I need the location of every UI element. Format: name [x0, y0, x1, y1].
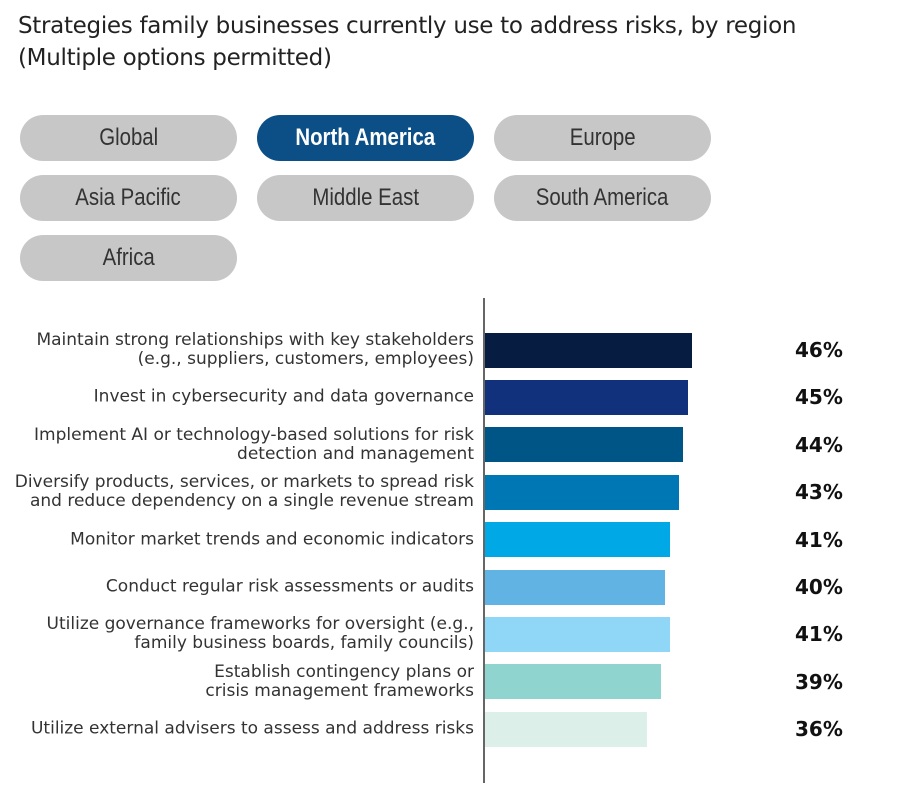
category-label: Maintain strong relationships with key s… [36, 330, 474, 369]
value-label: 44% [795, 432, 843, 457]
region-button[interactable]: Middle East [257, 175, 474, 221]
value-label: 36% [795, 717, 843, 742]
bar [485, 332, 692, 368]
region-label: Asia Pacific [75, 184, 182, 211]
value-label: 41% [795, 622, 843, 647]
region-button[interactable]: Africa [20, 235, 237, 281]
region-label: Africa [102, 244, 155, 271]
bar [485, 711, 647, 747]
category-label: Establish contingency plans or crisis ma… [205, 661, 474, 701]
category-label: Diversify products, services, or markets… [14, 472, 474, 512]
region-label: Europe [569, 124, 636, 151]
bar [485, 616, 670, 652]
bar [485, 569, 665, 605]
value-label: 45% [795, 385, 843, 410]
region-label: Global [99, 124, 158, 151]
category-label: Conduct regular risk assessments or audi… [105, 576, 474, 597]
category-label: Monitor market trends and economic indic… [70, 529, 474, 550]
region-label: North America [295, 124, 436, 151]
value-label: 43% [795, 480, 843, 505]
region-button[interactable]: Europe [494, 115, 711, 161]
value-label: 46% [795, 338, 843, 362]
bar [485, 427, 683, 463]
category-label: Utilize governance frameworks for oversi… [46, 614, 474, 654]
region-label: South America [536, 184, 669, 211]
region-button[interactable]: South America [494, 175, 711, 221]
region-button[interactable]: Asia Pacific [20, 175, 237, 221]
axis-line [483, 298, 485, 783]
bar [485, 664, 661, 700]
chart-title: Strategies family businesses currently u… [18, 13, 797, 71]
region-label: Middle East [312, 184, 419, 211]
category-label: Invest in cybersecurity and data governa… [93, 386, 474, 407]
bar [485, 474, 679, 510]
bar [485, 379, 688, 415]
category-label: Implement AI or technology-based solutio… [34, 424, 474, 464]
region-button[interactable]: North America [257, 115, 474, 161]
value-label: 41% [795, 527, 843, 552]
category-label: Utilize external advisers to assess and … [30, 718, 474, 739]
bar [485, 522, 670, 558]
value-label: 39% [795, 669, 843, 694]
region-button[interactable]: Global [20, 115, 237, 161]
value-label: 40% [795, 575, 843, 599]
